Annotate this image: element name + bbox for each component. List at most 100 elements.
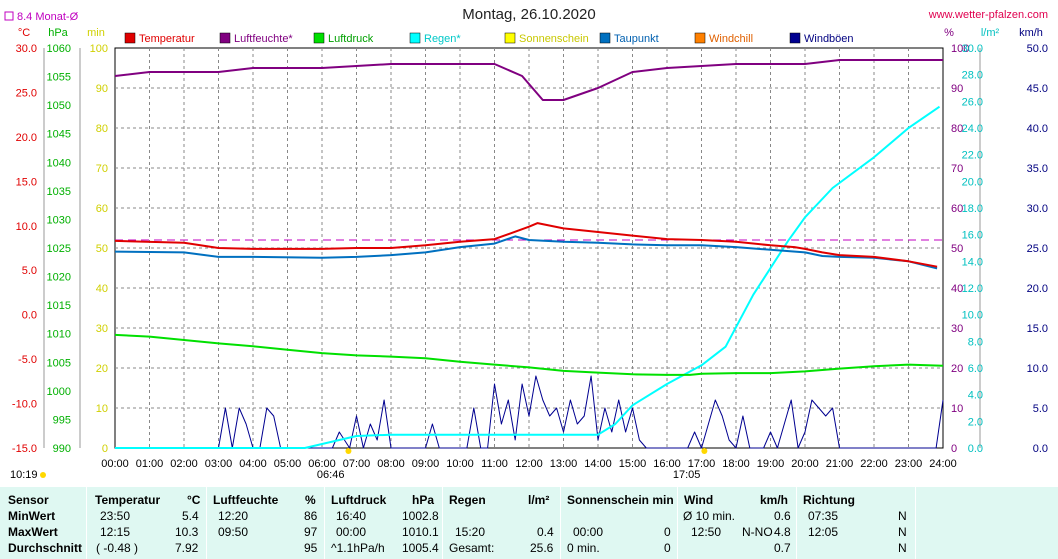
axis-tick-label-kmh: 25.0	[1027, 243, 1048, 255]
axis-tick-label-lm2: 26.0	[962, 96, 983, 108]
stats-cell: 4.8	[774, 525, 791, 539]
x-tick-label: 12:00	[515, 458, 543, 470]
stats-cell: 0	[664, 525, 671, 539]
stats-header-dir: Richtung	[803, 493, 855, 507]
axis-tick-label-hpa: 1030	[47, 214, 71, 226]
legend-swatch	[789, 32, 801, 44]
sun-rise-time: 06:46	[317, 469, 345, 481]
axis-tick-label-pct: 80	[951, 123, 963, 135]
monat-label: 8.4 Monat-Ø	[17, 11, 79, 23]
axis-tick-label-temp: 10.0	[16, 221, 37, 233]
x-tick-label: 18:00	[722, 458, 750, 470]
legend-swatch	[504, 32, 516, 44]
legend-swatch	[694, 32, 706, 44]
stats-cell: 0.6	[774, 509, 791, 523]
axis-tick-label-temp: 30.0	[16, 43, 37, 55]
axis-unit-temp: °C	[18, 27, 30, 39]
legend-swatch	[124, 32, 136, 44]
stats-cell: 5.4	[182, 509, 199, 523]
axis-tick-label-lm2: 28.0	[962, 70, 983, 82]
x-tick-label: 08:00	[377, 458, 405, 470]
axis-tick-label-hpa: 1035	[47, 186, 71, 198]
stats-header-temp: Temperatur	[95, 493, 161, 507]
stats-cell: 7.92	[175, 541, 199, 555]
x-tick-label: 23:00	[895, 458, 923, 470]
series-line-luftdruck	[114, 333, 944, 376]
stats-row-label: MinWert	[8, 509, 56, 523]
stats-cell: ^1.1hPa/h	[331, 541, 385, 555]
legend-swatch	[409, 32, 421, 44]
axis-tick-label-lm2: 30.0	[962, 43, 983, 55]
axis-unit-kmh: km/h	[1019, 27, 1043, 39]
stats-cell: 12:20	[218, 509, 249, 523]
axis-tick-label-pct: 20	[951, 363, 963, 375]
axis-unit-min: min	[87, 27, 105, 39]
stats-cell: 12:05	[808, 525, 839, 539]
x-tick-label: 03:00	[205, 458, 233, 470]
x-tick-label: 10:00	[446, 458, 474, 470]
sun-set-marker	[701, 448, 708, 454]
axis-tick-label-kmh: 35.0	[1027, 163, 1048, 175]
axis-tick-label-temp: 0.0	[22, 310, 37, 322]
stats-cell: 16:40	[336, 509, 367, 523]
legend-label: Luftdruck	[328, 33, 374, 45]
axis-tick-label-kmh: 0.0	[1033, 443, 1048, 455]
x-tick-label: 06:00	[308, 458, 336, 470]
stats-cell: Gesamt:	[449, 541, 495, 555]
axis-tick-label-min: 30	[96, 323, 108, 335]
axis-tick-label-lm2: 10.0	[962, 310, 983, 322]
stats-cell: 0 min.	[567, 541, 600, 555]
stats-row-label: MaxWert	[8, 525, 58, 539]
chart-axes: 30.0 25.0 20.0 15.0 10.0 5.0 0.0 -5.0 -10.0 -15.0…	[4, 11, 1048, 481]
axis-tick-label-hpa: 990	[53, 443, 71, 455]
stats-cell: 10.3	[175, 525, 199, 539]
axis-tick-label-hpa: 1025	[47, 243, 71, 255]
x-tick-label: 15:00	[619, 458, 647, 470]
axis-tick-label-hpa: 1055	[47, 72, 71, 84]
axis-tick-label-temp: 20.0	[16, 132, 37, 144]
stats-table: Sensor Temperatur °C Luftfeuchte % Luftd…	[0, 487, 1058, 559]
axis-tick-label-hpa: 1020	[47, 272, 71, 284]
axis-tick-label-kmh: 5.0	[1033, 403, 1048, 415]
x-tick-label: 00:00	[101, 458, 129, 470]
site-url[interactable]: www.wetter-pfalzen.com	[928, 9, 1048, 21]
axis-tick-label-hpa: 1040	[47, 157, 71, 169]
stats-cell: 0.7	[774, 541, 791, 555]
stats-cell: N	[898, 509, 907, 523]
axis-tick-label-min: 10	[96, 403, 108, 415]
stats-header-hum: Luftfeuchte	[213, 493, 279, 507]
sun-rise-marker	[345, 448, 352, 454]
stats-cell: 25.6	[530, 541, 554, 555]
x-tick-label: 13:00	[550, 458, 578, 470]
stats-header-press-unit: hPa	[412, 493, 435, 507]
stats-cell: Ø 10 min.	[683, 509, 736, 523]
stats-cell: 86	[304, 509, 318, 523]
stats-cell: ( -0.48 )	[96, 541, 139, 555]
x-tick-label: 22:00	[860, 458, 888, 470]
axis-tick-label-lm2: 18.0	[962, 203, 983, 215]
stats-cell: N	[898, 541, 907, 555]
axis-tick-label-min: 80	[96, 123, 108, 135]
stats-header-sun: Sonnenschein min	[567, 493, 674, 507]
series-line-luftfeuchte	[114, 59, 943, 101]
stats-cell: 09:50	[218, 525, 249, 539]
axis-tick-label-pct: 10	[951, 403, 963, 415]
axis-tick-label-lm2: 8.0	[968, 336, 983, 348]
legend-swatch	[313, 32, 325, 44]
left-time-label: 10:19	[10, 469, 38, 481]
stats-cell: 95	[304, 541, 318, 555]
left-time-sun-icon	[40, 472, 46, 478]
x-tick-label: 20:00	[791, 458, 819, 470]
stats-cell: 1010.1	[402, 525, 439, 539]
x-tick-label: 17:00	[688, 458, 716, 470]
axis-tick-label-lm2: 16.0	[962, 230, 983, 242]
x-tick-label: 11:00	[481, 458, 508, 470]
legend-label: Luftfeuchte*	[234, 33, 293, 45]
stats-cell: 23:50	[100, 509, 131, 523]
axis-tick-label-kmh: 20.0	[1027, 283, 1048, 295]
stats-cell: 97	[304, 525, 318, 539]
axis-tick-label-lm2: 24.0	[962, 123, 983, 135]
axis-tick-label-min: 60	[96, 203, 108, 215]
stats-cell: 12:15	[100, 525, 131, 539]
axis-tick-label-temp: 5.0	[22, 265, 37, 277]
